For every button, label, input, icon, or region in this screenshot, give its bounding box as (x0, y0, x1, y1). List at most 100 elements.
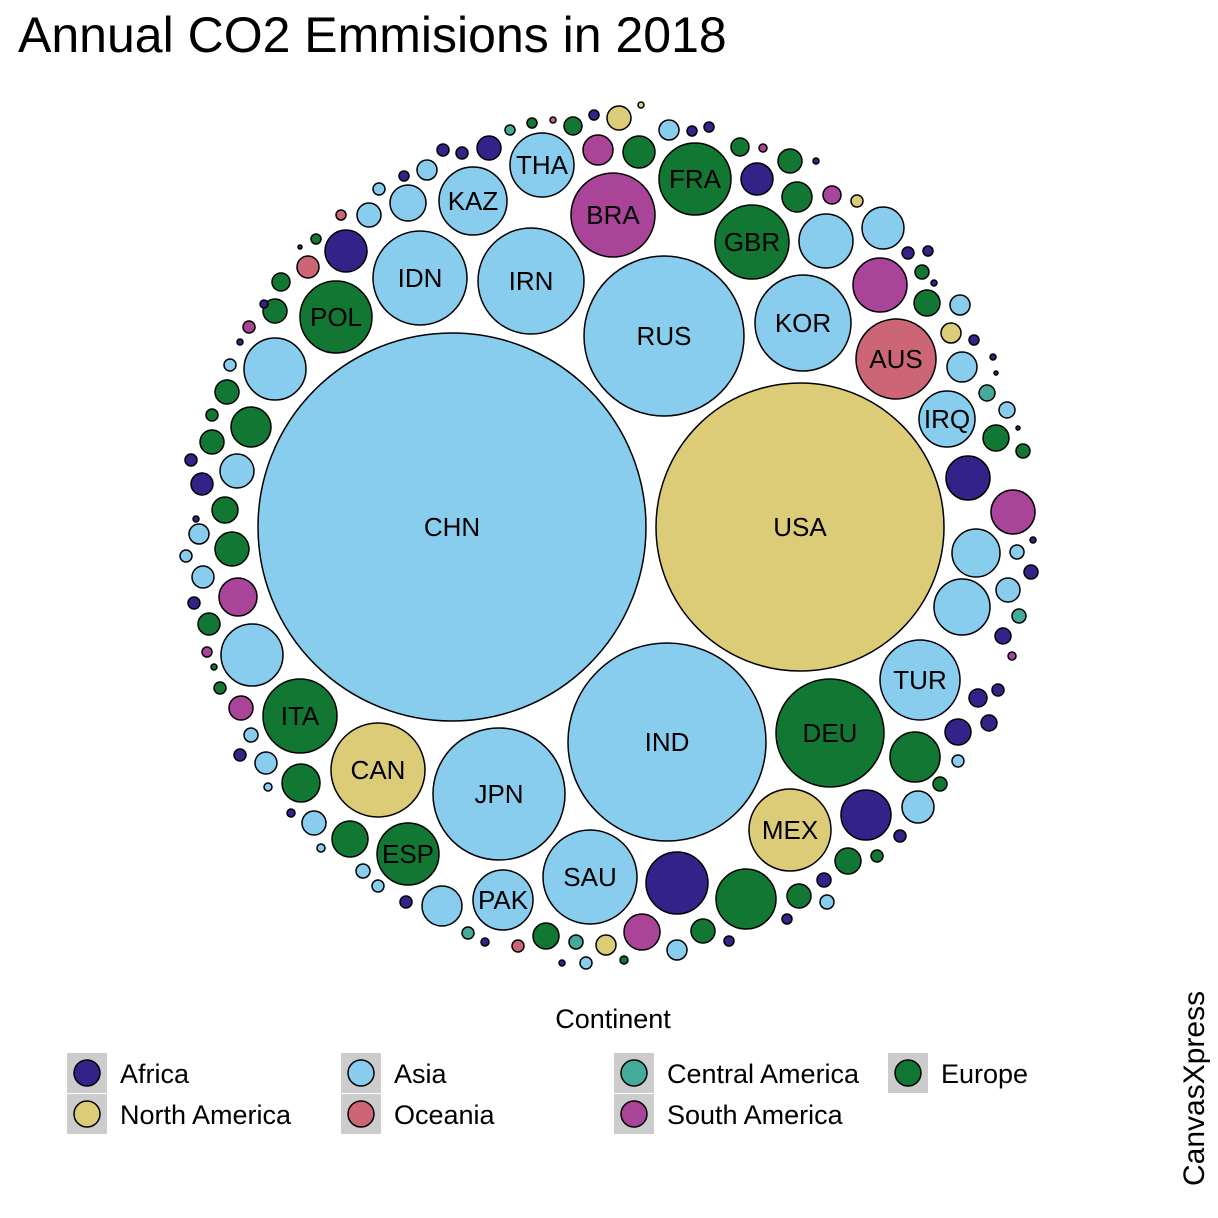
bubble-small (214, 531, 250, 567)
bubble-small (993, 370, 999, 376)
legend-title: Continent (555, 1004, 671, 1034)
legend-label: North America (120, 1100, 292, 1130)
bubble-label-fra: FRA (669, 164, 722, 194)
bubble-small (254, 751, 278, 775)
bubble-small (228, 695, 254, 721)
bubble-esp (376, 822, 440, 886)
bubble-small (968, 688, 988, 708)
legend-swatch (620, 1100, 648, 1128)
legend-item-europe[interactable]: Europe (888, 1053, 1028, 1093)
legend-swatch (73, 1059, 101, 1087)
bubble-small (549, 116, 557, 124)
bubble-small (619, 955, 629, 965)
bubble-small (798, 213, 854, 269)
bubble-small (588, 109, 600, 121)
bubble-small (951, 754, 965, 768)
legend-label: Africa (120, 1059, 190, 1089)
bubble-usa (655, 382, 945, 672)
bubble-small (913, 289, 941, 317)
legend-item-central-america[interactable]: Central America (614, 1053, 860, 1093)
bubble-irn (477, 227, 585, 335)
bubble-deu (775, 678, 885, 788)
bubble-small (218, 577, 258, 617)
bubble-small (816, 872, 832, 888)
bubble-small (852, 257, 908, 313)
bubble-small (786, 883, 812, 909)
bubble-small (236, 338, 244, 346)
bubble-small (623, 913, 661, 951)
legend-item-north-america[interactable]: North America (67, 1094, 292, 1134)
bubble-label-tha: THA (516, 150, 569, 180)
bubble-kaz (438, 166, 508, 236)
bubble-small (263, 782, 273, 792)
legend-label: South America (667, 1100, 844, 1130)
bubble-small (233, 748, 247, 762)
legend-item-oceania[interactable]: Oceania (341, 1094, 496, 1134)
bubble-small (286, 808, 296, 818)
legend-item-africa[interactable]: Africa (67, 1053, 190, 1093)
bubble-jpn (432, 727, 566, 861)
bubble-small (421, 885, 463, 927)
bubble-small (210, 663, 218, 671)
bubble-small (690, 918, 716, 944)
bubble-can (330, 722, 426, 818)
bubble-small (893, 829, 907, 843)
bubble-small (980, 714, 998, 732)
bubble-small (301, 810, 327, 836)
bubble-small (243, 727, 259, 743)
bubble-small (214, 379, 240, 405)
bubble-small (271, 272, 291, 292)
bubble-small (949, 294, 971, 316)
watermark: CanvasXpress (1178, 991, 1211, 1186)
bubble-ita (262, 678, 338, 754)
bubble-small (933, 578, 991, 636)
bubble-label-idn: IDN (398, 263, 443, 293)
bubble-label-pol: POL (310, 302, 362, 332)
legend-label: Asia (394, 1059, 448, 1089)
bubble-small (998, 401, 1016, 419)
bubble-small (901, 790, 935, 824)
legend-label: Europe (941, 1059, 1028, 1089)
bubble-bra (570, 172, 656, 258)
bubble-label-tur: TUR (893, 665, 946, 695)
bubble-label-usa: USA (773, 512, 827, 542)
bubble-small (723, 935, 735, 947)
bubble-small (220, 623, 284, 687)
bubble-small (914, 264, 930, 280)
bubble-small (922, 245, 934, 257)
bubble-label-esp: ESP (382, 839, 434, 869)
legend-swatch (347, 1100, 375, 1128)
legend-item-south-america[interactable]: South America (614, 1094, 844, 1134)
bubble-label-pak: PAK (478, 885, 529, 915)
bubble-small (991, 683, 1005, 697)
bubble-label-rus: RUS (637, 321, 692, 351)
bubble-small (316, 843, 326, 853)
bubble-small (982, 424, 1010, 452)
bubble-small (889, 731, 941, 783)
bubble-small (243, 337, 307, 401)
legend-swatch (73, 1100, 101, 1128)
bubble-label-chn: CHN (424, 512, 480, 542)
legend-label: Central America (667, 1059, 860, 1089)
bubble-small (730, 137, 750, 157)
bubble-small (480, 937, 490, 947)
bubble-small (777, 148, 803, 174)
bubble-small (1011, 608, 1027, 624)
legend-item-asia[interactable]: Asia (341, 1053, 448, 1093)
bubble-small (296, 255, 320, 279)
bubble-tur (879, 639, 961, 721)
bubble-small (822, 185, 842, 205)
legend-swatch (347, 1059, 375, 1087)
bubble-small (389, 184, 427, 222)
bubble-label-can: CAN (351, 755, 406, 785)
bubble-label-aus: AUS (869, 344, 922, 374)
bubble-ind (567, 642, 767, 842)
bubble-small (416, 159, 438, 181)
bubble-small (944, 718, 972, 746)
bubble-label-kaz: KAZ (448, 186, 499, 216)
bubble-small (645, 851, 709, 915)
bubble-small (219, 453, 255, 489)
bubble-small (281, 763, 321, 803)
bubble-small (372, 182, 386, 196)
